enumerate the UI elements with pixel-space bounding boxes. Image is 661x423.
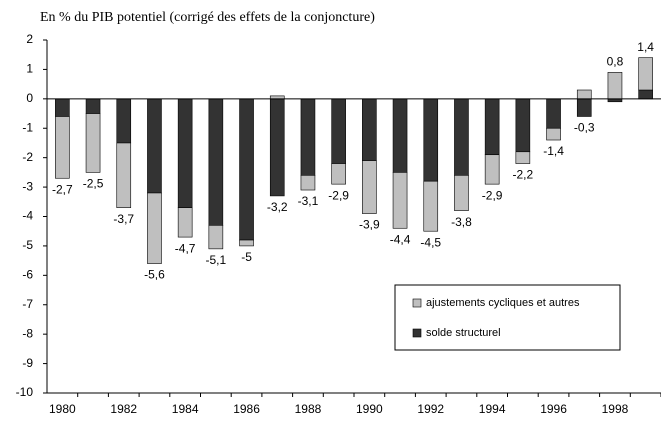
bar-segment [454,98,469,176]
y-tick-label: -4 [22,209,33,223]
legend-swatch [412,298,422,308]
value-label: -4,5 [420,235,441,249]
bar-segment [208,98,224,226]
x-tick-label: 1986 [233,402,260,416]
bar-segment [208,225,224,250]
value-label: -2,7 [52,182,73,196]
y-tick-label: -8 [22,326,33,340]
x-tick-label: 1982 [110,402,137,416]
bar-segment [362,98,377,161]
bar-segment [55,116,70,179]
bar-segment [85,98,101,114]
bar-segment [423,98,439,182]
legend-swatch [412,328,422,338]
bar-segment [300,175,316,191]
bar-segment [147,192,162,264]
value-label: -5 [241,250,252,264]
bar-segment [116,142,132,208]
value-label: -2,5 [83,177,104,191]
y-tick-label: -1 [22,120,33,134]
y-tick-label: -10 [16,385,34,399]
x-tick-label: 1994 [479,402,506,416]
x-tick-label: 1996 [540,402,567,416]
bar-segment [177,207,193,238]
bar-segment [177,98,193,208]
y-tick-label: 1 [26,62,33,76]
bar-segment [300,98,316,176]
y-tick-label: -9 [22,356,33,370]
y-tick-label: -5 [22,238,33,252]
value-label: -3,7 [113,212,134,226]
bar-segment [55,98,70,117]
bar-segment [147,98,162,194]
bar-segment [239,98,254,241]
x-tick-label: 1980 [49,402,76,416]
legend-label: ajustements cycliques et autres [426,297,580,309]
value-label: -5,1 [206,253,227,267]
bar-segment [331,98,346,164]
bar-segment [607,72,623,100]
bar-segment [638,89,653,100]
bar-segment [362,160,377,214]
bar-segment [331,163,346,185]
value-label: -2,9 [328,188,349,202]
chart-title: En % du PIB potentiel (corrigé des effet… [40,10,375,25]
y-tick-label: 2 [26,32,33,46]
y-tick-label: 0 [26,91,33,105]
bar-segment [392,98,408,173]
bar-segment [423,180,439,232]
y-tick-label: -6 [22,268,33,282]
legend-label: solde structurel [426,327,501,339]
legend-box [394,284,621,351]
bar-segment [546,98,561,129]
bar-segment [576,98,592,117]
value-label: -3,8 [451,215,472,229]
bar-segment [484,154,500,185]
value-label: -0,3 [574,121,595,135]
value-label: -2,2 [513,168,534,182]
value-label: -2,9 [482,188,503,202]
bar-segment [239,239,254,247]
value-label: -1,4 [543,144,564,158]
value-label: -3,9 [359,218,380,232]
bar-segment [638,57,653,91]
bar-segment [515,151,531,164]
bar-segment [392,172,408,229]
value-label: -3,2 [267,200,288,214]
value-label: 0,8 [607,55,624,69]
x-tick-label: 1990 [356,402,383,416]
bar-segment [85,113,101,173]
x-tick-label: 1984 [172,402,199,416]
value-label: -4,4 [390,232,411,246]
bar-segment [576,89,592,100]
bar-segment [454,175,469,211]
bar-segment [484,98,500,156]
value-label: -4,7 [175,241,196,255]
y-tick-label: -3 [22,179,33,193]
value-label: -5,6 [144,268,165,282]
value-label: -3,1 [298,194,319,208]
value-label: 1,4 [637,40,654,54]
x-tick-label: 1992 [417,402,444,416]
bar-segment [269,98,285,197]
y-tick-label: -7 [22,297,33,311]
bar-segment [515,98,531,153]
bar-segment [546,127,561,141]
x-tick-label: 1988 [295,402,322,416]
x-tick-label: 1998 [602,402,629,416]
y-tick-label: -2 [22,150,33,164]
bar-segment [116,98,132,144]
